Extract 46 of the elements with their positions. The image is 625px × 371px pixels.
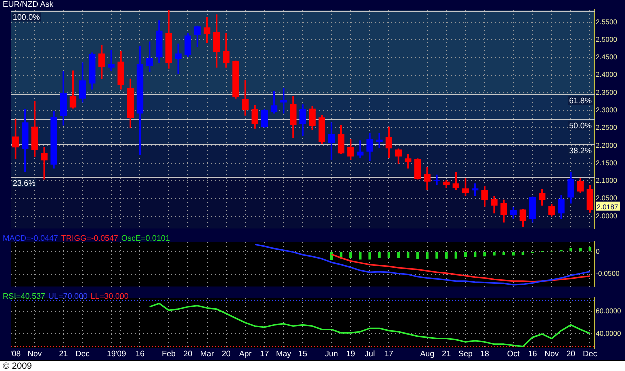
x-tick-label: Dec <box>583 349 598 358</box>
text: OscE=0.0101 <box>121 234 171 244</box>
x-tick-label: 16 <box>528 349 538 358</box>
x-tick-label: 20 <box>184 349 194 358</box>
x-tick-label: '09 <box>116 349 127 358</box>
text: MACD=-0.0447 <box>3 234 59 244</box>
x-tick-label: 15 <box>298 349 308 358</box>
annotation: 50.0% <box>569 122 592 131</box>
annotation: 23.6% <box>13 178 36 188</box>
x-tick-label: 19 <box>107 349 117 358</box>
x-tick-label: Jul <box>364 349 376 358</box>
x-tick-label: 20 <box>566 349 576 358</box>
text: © 2009 <box>0 361 625 371</box>
candlestick <box>434 174 440 186</box>
x-tick-label: May <box>276 349 292 358</box>
x-tick-label: Apr <box>239 349 252 358</box>
text: RSI=40.537 <box>3 292 46 302</box>
x-tick-label: Nov <box>28 349 42 358</box>
x-tick-label: Oct <box>507 349 521 358</box>
annotation: 61.8% <box>569 96 592 106</box>
x-tick-label: Jun <box>325 349 338 358</box>
x-tick-label: Dec <box>76 349 90 358</box>
x-tick-label: Sep <box>458 349 474 358</box>
ref-line-label: LL=30.000 <box>90 292 130 302</box>
annotation: 38.2% <box>569 146 592 156</box>
candlestick <box>357 140 364 159</box>
x-tick-label: 21 <box>442 349 452 358</box>
candlestick <box>108 50 115 72</box>
x-tick-label: 21 <box>59 349 69 358</box>
x-tick-label: Mar <box>200 349 214 358</box>
ref-line-label: UL=70.000 <box>48 292 88 302</box>
annotation: 100.0% <box>13 12 40 22</box>
x-tick-label: Nov <box>544 349 560 358</box>
x-tick-label: 19 <box>346 349 356 358</box>
x-tick-label: 17 <box>384 349 394 358</box>
chart-title: EUR/NZD Ask <box>3 0 55 10</box>
candlestick <box>41 146 48 180</box>
x-tick-label: 20 <box>222 349 232 358</box>
x-tick-label: 18 <box>480 349 490 358</box>
x-tick-label: '08 <box>10 349 22 358</box>
text: TRIGG=-0.0547 <box>61 234 120 244</box>
x-tick-label: 17 <box>260 349 270 358</box>
x-tick-label: 16 <box>136 349 146 358</box>
x-tick-label: Aug <box>420 349 435 358</box>
candlestick <box>175 44 182 75</box>
x-tick-label: Feb <box>162 349 176 358</box>
